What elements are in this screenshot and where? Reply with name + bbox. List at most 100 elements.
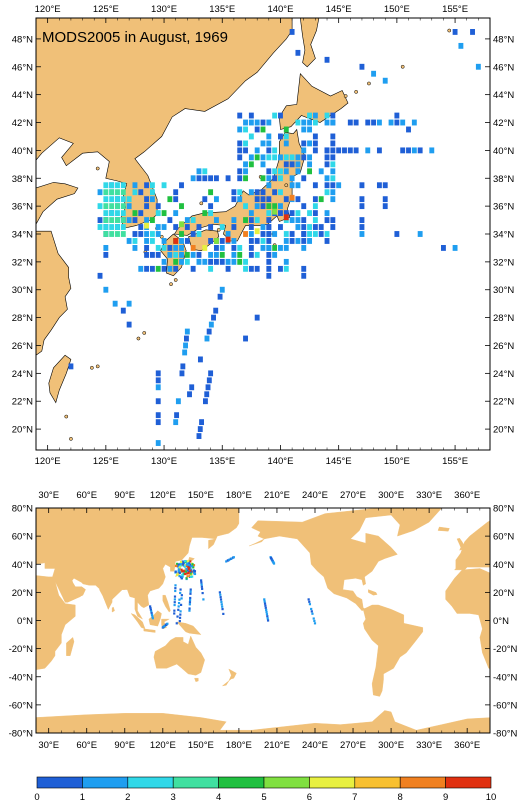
observation-cell [144,196,150,203]
observation-cell [109,196,115,203]
india-land [99,578,126,610]
observation-cell [266,238,272,244]
observation-cell [196,175,202,182]
observation-cell [411,147,417,154]
observation-cell [266,217,272,223]
observation-cell [219,245,225,251]
observation-cell [220,600,223,604]
observation-cell [307,119,313,126]
observation-cell [115,217,120,223]
observation-cell [213,217,219,223]
observation-cell [394,119,400,126]
observation-cell [103,210,109,217]
y-tick-label: 34°N [12,230,33,241]
observation-cell [429,147,435,154]
observation-cell [173,238,179,244]
observation-cell [112,300,118,307]
observation-cell [219,251,225,258]
africa-wrap-land [445,568,490,669]
observation-cell [289,194,295,201]
observation-cell [307,598,310,601]
y-tick-label: 38°N [493,174,514,185]
observation-cell [109,189,115,196]
observation-cell [312,140,318,147]
island-land [64,414,69,419]
x-tick-label: 125°E [93,456,119,467]
observation-cell [254,314,260,321]
observation-cell [120,210,126,217]
observation-cell [182,561,185,564]
observation-cell [191,570,194,573]
observation-cell [266,231,272,237]
observation-cell [406,126,411,133]
observation-cell [97,272,103,279]
observation-cell [231,258,237,265]
observation-cell [371,119,377,126]
observation-cell [295,196,301,203]
observation-cell [272,175,278,182]
colorbar-segment [445,776,492,789]
observation-cell [155,384,161,391]
observation-cell [161,258,167,265]
observation-cell [324,56,330,63]
observation-cell [278,168,283,175]
global-map-panel: 30°E 30°E 60°E 60°E 90°E 90°E 120°E 120°E 150°E 1… [9,490,518,751]
arabia-land [56,576,86,603]
observation-cell [394,112,400,119]
observation-cell [254,238,260,244]
observation-cell [283,231,289,237]
x-tick-label: 240°E [302,740,328,751]
observation-cell [155,210,161,217]
y-tick-label: 42°N [493,118,514,129]
y-tick-label: 48°N [12,34,33,45]
observation-cell [324,182,330,189]
observation-cell [97,203,103,210]
observation-cell [272,231,278,237]
y-tick-label: -40°N [9,672,34,683]
observation-cell [278,175,283,182]
observation-cell [190,231,196,237]
observation-cell [97,224,103,230]
observation-cell [237,154,243,161]
colorbar-label: 1 [80,792,85,803]
observation-cell [283,168,289,175]
observation-cell [173,251,179,258]
observation-cell [265,608,268,612]
observation-cell [190,251,196,258]
observation-cell [231,217,237,223]
caribbean-land [368,589,378,596]
colorbar-label: 6 [307,792,312,803]
observation-cell [266,251,272,258]
observation-cell [179,563,182,566]
y-tick-label: 40°N [12,560,33,571]
observation-cell [272,168,278,175]
java-land [143,628,156,633]
x-tick-label: 360°E [454,490,480,501]
x-tick-label: 90°E [114,490,135,501]
y-tick-label: 44°N [12,90,33,101]
observation-cell [103,217,109,223]
y-tick-label: -20°N [9,644,34,655]
observation-cell [155,440,161,446]
y-tick-label: 20°N [493,588,514,599]
observation-cell [155,231,161,237]
africa-land [36,575,76,670]
observation-cell [120,307,126,314]
observation-cell [161,182,167,189]
observation-cell [173,612,176,615]
observation-cell [179,203,184,210]
observation-cell [272,245,278,251]
observation-cell [272,147,278,154]
observation-cell [190,217,196,223]
observation-cell [318,196,324,203]
island-land [284,183,289,188]
observation-cell [150,613,154,616]
observation-cell [324,217,330,223]
observation-cell [132,231,138,237]
australia-land [153,635,205,676]
observation-cell [120,231,126,237]
observation-cell [144,238,150,244]
observation-cells [68,29,481,446]
observation-cell [324,161,330,168]
observation-cell [219,598,223,601]
